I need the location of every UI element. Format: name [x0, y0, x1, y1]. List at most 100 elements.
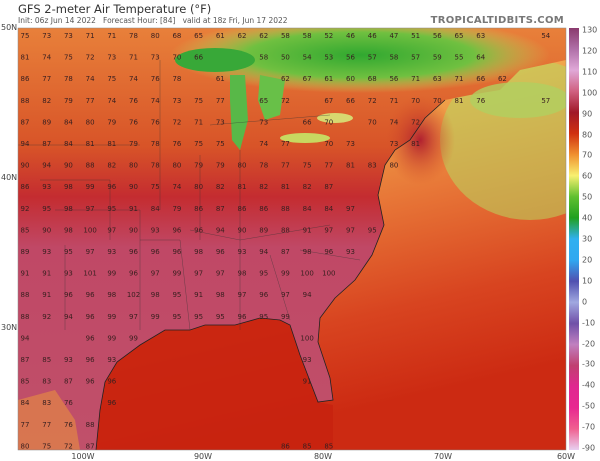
temperature-value: 96 — [194, 226, 203, 234]
colorbar-tick-label: 20 — [582, 255, 593, 265]
temperature-value: 60 — [346, 75, 355, 83]
temperature-value: 96 — [107, 399, 116, 407]
temperature-value: 86 — [21, 75, 30, 83]
temperature-value: 93 — [151, 226, 160, 234]
colorbar-tick-label: 90 — [582, 109, 593, 119]
temperature-value: 100 — [322, 270, 335, 278]
temperature-value: 96 — [86, 334, 95, 342]
gulf-of-mexico — [96, 318, 333, 450]
temperature-value: 62 — [281, 75, 290, 83]
temperature-value: 68 — [172, 32, 181, 40]
temperature-value: 93 — [303, 356, 312, 364]
lon-label-80w: 80W — [313, 452, 333, 461]
temperature-value: 81 — [346, 162, 355, 170]
temperature-value: 92 — [42, 313, 51, 321]
temperature-value: 70 — [411, 97, 420, 105]
temperature-value: 74 — [129, 75, 138, 83]
temperature-value: 77 — [42, 75, 51, 83]
temperature-value: 81 — [86, 140, 95, 148]
temperature-value: 96 — [259, 291, 268, 299]
temperature-value: 56 — [389, 75, 398, 83]
colorbar-tick-label: 70 — [582, 150, 593, 160]
temperature-value: 66 — [303, 118, 312, 126]
temperature-value: 82 — [216, 183, 225, 191]
temperature-value: 86 — [194, 205, 203, 213]
temperature-value: 58 — [389, 54, 398, 62]
temperature-value: 78 — [259, 162, 268, 170]
temperature-value: 97 — [238, 291, 247, 299]
northeast-hot-region — [385, 95, 455, 185]
temperature-value: 73 — [259, 118, 268, 126]
temperature-value: 58 — [303, 32, 312, 40]
temperature-value: 99 — [107, 270, 116, 278]
temperature-value: 99 — [86, 183, 95, 191]
temperature-value: 57 — [411, 54, 420, 62]
temperature-value: 84 — [21, 399, 30, 407]
temperature-value: 81 — [21, 54, 30, 62]
temperature-value: 62 — [259, 32, 268, 40]
temperature-value: 97 — [151, 270, 160, 278]
temperature-value: 73 — [172, 97, 181, 105]
coastline — [95, 99, 446, 450]
temperature-value: 97 — [129, 313, 138, 321]
temperature-value: 84 — [64, 140, 73, 148]
temperature-value: 62 — [498, 75, 507, 83]
lon-label-70w: 70W — [433, 452, 453, 461]
temperature-value: 90 — [238, 226, 247, 234]
temperature-value: 76 — [64, 399, 73, 407]
temperature-value: 95 — [64, 248, 73, 256]
temperature-value: 78 — [129, 32, 138, 40]
state-borders — [18, 60, 361, 331]
temperature-value: 90 — [129, 183, 138, 191]
temperature-value: 73 — [216, 118, 225, 126]
temperature-value: 96 — [107, 183, 116, 191]
temperature-value: 96 — [129, 248, 138, 256]
temperature-value: 56 — [346, 54, 355, 62]
temperature-value: 90 — [64, 162, 73, 170]
temperature-value: 75 — [64, 54, 73, 62]
temperature-value: 97 — [324, 226, 333, 234]
colorbar-tick-label: 110 — [582, 67, 598, 77]
colorbar-tick-label: -90 — [582, 443, 596, 453]
temperature-value: 95 — [259, 313, 268, 321]
temperature-value: 61 — [324, 75, 333, 83]
temperature-value: 61 — [216, 32, 225, 40]
temperature-value: 93 — [107, 248, 116, 256]
temperature-value: 76 — [64, 421, 73, 429]
temperature-value: 71 — [86, 32, 95, 40]
temperature-value: 96 — [107, 378, 116, 386]
temperature-value: 85 — [21, 378, 30, 386]
colorbar-tick-label: 30 — [582, 234, 593, 244]
temperature-value: 71 — [411, 75, 420, 83]
temperature-value: 79 — [194, 162, 203, 170]
temperature-value: 79 — [216, 162, 225, 170]
temperature-value: 86 — [21, 183, 30, 191]
temperature-value: 96 — [86, 378, 95, 386]
temperature-value: 91 — [303, 226, 312, 234]
colorbar-tick-label: 50 — [582, 192, 593, 202]
temperature-value: 71 — [107, 32, 116, 40]
temperature-value: 88 — [21, 291, 30, 299]
colorbar-tick-label: 60 — [582, 171, 593, 181]
temperature-value: 58 — [281, 32, 290, 40]
temperature-value: 75 — [194, 97, 203, 105]
temperature-value: 94 — [259, 248, 268, 256]
temperature-value: 59 — [433, 54, 442, 62]
brand-watermark: TROPICALTIDBITS.COM — [430, 15, 564, 26]
lon-label-60w: 60W — [556, 452, 576, 461]
temperature-value: 98 — [303, 248, 312, 256]
temperature-value: 70 — [368, 118, 377, 126]
temperature-value: 97 — [346, 205, 355, 213]
temperature-value: 76 — [172, 140, 181, 148]
temperature-value: 83 — [42, 378, 51, 386]
temperature-value: 70 — [324, 118, 333, 126]
colorbar-tick-label: 80 — [582, 130, 593, 139]
temperature-value: 100 — [300, 270, 313, 278]
temperature-value: 96 — [172, 226, 181, 234]
temperature-value: 67 — [324, 97, 333, 105]
valid-time: valid at 18z Fri, Jun 17 2022 — [182, 16, 288, 25]
temperature-value: 82 — [303, 183, 312, 191]
temperature-value: 96 — [172, 248, 181, 256]
temperature-value: 78 — [64, 75, 73, 83]
colorbar-tick-label: -10 — [582, 318, 596, 328]
